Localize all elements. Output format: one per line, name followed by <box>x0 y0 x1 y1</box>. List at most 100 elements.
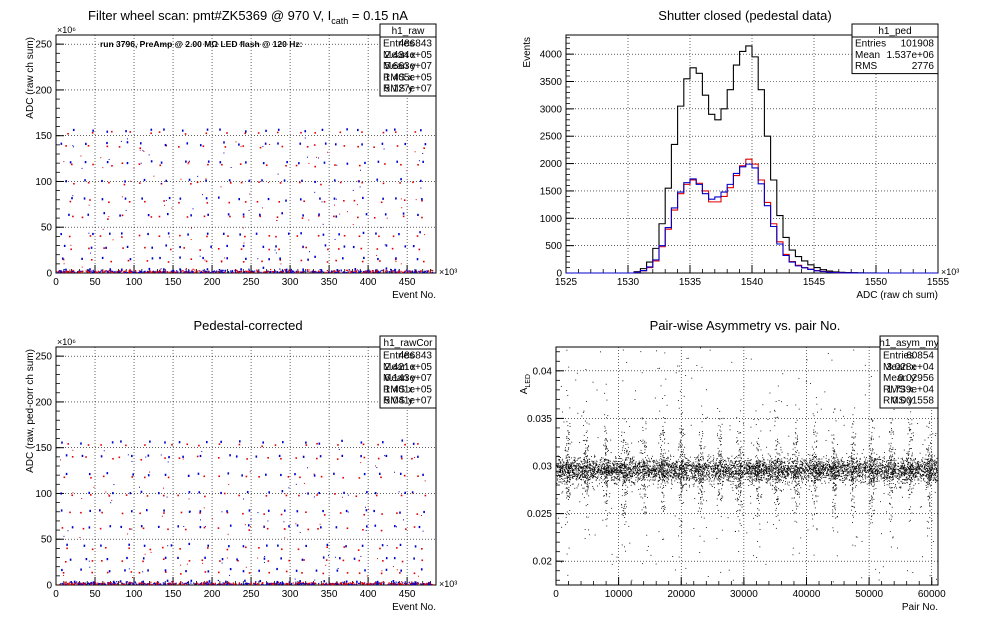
data-point <box>238 440 241 443</box>
data-point <box>400 178 402 181</box>
data-point <box>346 583 348 585</box>
data-point <box>91 583 93 586</box>
data-point <box>696 464 698 466</box>
data-point <box>674 464 676 465</box>
data-point <box>300 259 303 262</box>
data-point <box>374 271 376 273</box>
data-point <box>308 219 310 221</box>
data-point <box>80 442 82 445</box>
data-point <box>392 270 394 272</box>
data-point <box>668 474 670 476</box>
data-point <box>334 271 336 273</box>
data-point <box>177 494 179 497</box>
data-point <box>838 473 840 475</box>
data-point <box>81 167 83 169</box>
data-point <box>569 467 571 469</box>
data-point <box>187 271 190 274</box>
data-point <box>421 583 424 585</box>
data-point <box>176 270 178 272</box>
data-point <box>57 271 60 274</box>
data-point <box>62 258 65 261</box>
data-point <box>162 582 164 584</box>
data-point <box>260 583 263 586</box>
data-point <box>606 473 607 475</box>
data-point <box>851 460 853 462</box>
data-point <box>792 467 794 469</box>
data-point <box>121 583 123 585</box>
data-point <box>747 473 749 475</box>
data-point <box>694 467 696 469</box>
data-point <box>630 461 632 463</box>
data-point <box>337 270 339 273</box>
data-point <box>281 212 283 215</box>
data-point <box>364 582 366 584</box>
data-point <box>374 582 377 584</box>
data-point <box>270 583 272 585</box>
data-point <box>281 583 283 585</box>
data-point <box>382 441 384 444</box>
stats-label: Entries <box>383 39 414 50</box>
data-point <box>578 472 580 474</box>
data-point <box>925 464 926 466</box>
data-point <box>661 469 663 471</box>
data-point <box>312 583 314 585</box>
data-point <box>186 216 189 218</box>
data-point <box>695 457 697 459</box>
data-point <box>562 458 564 460</box>
data-point <box>259 146 262 149</box>
data-point <box>340 270 342 272</box>
data-point <box>142 571 144 573</box>
data-point <box>216 583 219 586</box>
data-point <box>744 479 746 481</box>
data-point <box>711 465 713 467</box>
data-point <box>421 548 423 550</box>
data-point <box>881 473 883 475</box>
data-point <box>769 465 771 467</box>
data-point <box>908 475 910 476</box>
data-point <box>147 454 150 457</box>
data-point <box>601 468 602 470</box>
data-point <box>701 471 703 472</box>
histogram-series-2 <box>566 163 938 274</box>
data-point <box>859 466 861 468</box>
data-point <box>214 583 216 585</box>
data-point <box>802 478 804 480</box>
data-point <box>666 476 668 478</box>
data-point <box>262 145 264 147</box>
data-point <box>665 462 667 464</box>
data-point <box>268 571 271 574</box>
data-point <box>121 560 124 562</box>
data-point <box>868 469 870 471</box>
data-point <box>139 270 142 272</box>
data-point <box>663 467 665 469</box>
data-point <box>411 270 413 272</box>
data-point <box>340 269 342 271</box>
data-point <box>179 548 181 550</box>
data-point <box>327 248 329 251</box>
data-point <box>221 583 223 585</box>
data-point <box>717 478 719 480</box>
data-point <box>73 271 76 273</box>
data-point <box>353 557 356 560</box>
data-point <box>639 466 641 468</box>
data-point <box>795 466 797 468</box>
data-point <box>779 469 780 471</box>
data-point <box>108 270 111 272</box>
data-point <box>145 271 147 274</box>
data-point <box>891 456 893 458</box>
data-point <box>221 558 224 561</box>
data-point <box>102 583 105 585</box>
data-point <box>620 458 622 460</box>
data-point <box>816 466 818 468</box>
data-point <box>636 469 638 471</box>
data-point <box>346 527 349 530</box>
data-point <box>422 271 424 273</box>
data-point <box>262 245 265 248</box>
data-point <box>577 472 579 474</box>
data-point <box>882 467 883 469</box>
data-point <box>207 213 209 216</box>
data-point <box>62 572 65 574</box>
data-point <box>316 442 318 445</box>
data-point <box>838 474 840 476</box>
data-point <box>763 469 765 471</box>
